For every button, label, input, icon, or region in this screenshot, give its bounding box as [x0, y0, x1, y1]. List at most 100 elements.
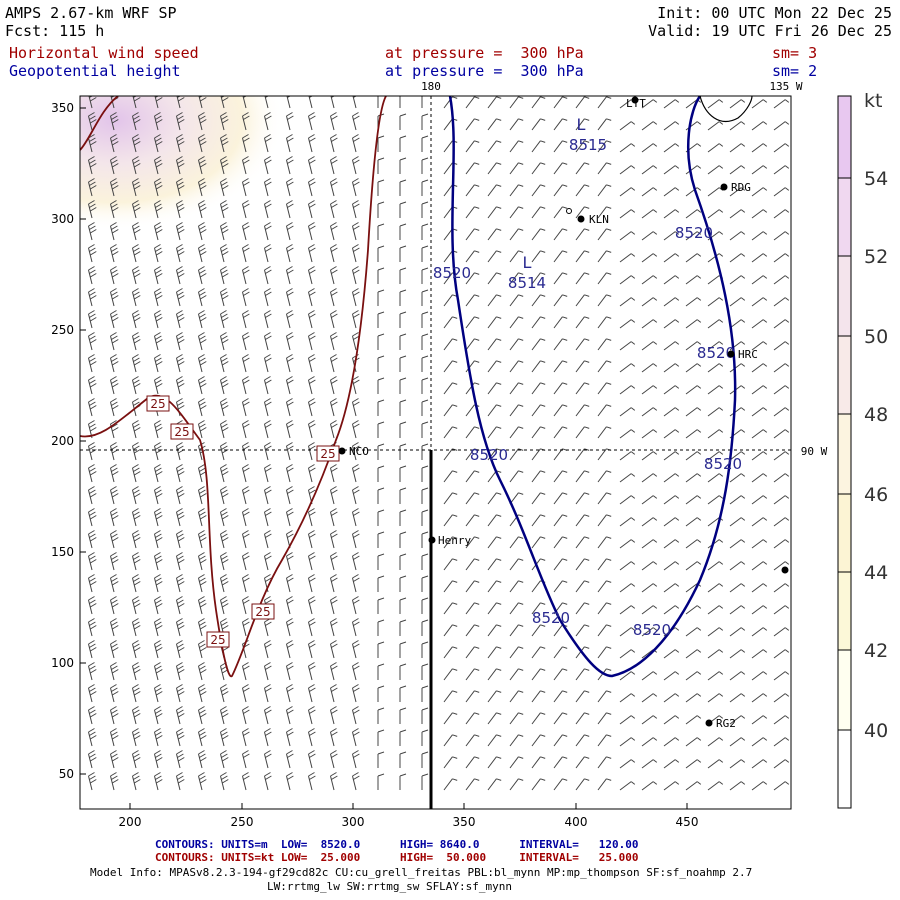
wind-barb: [553, 470, 568, 483]
wind-barb: [685, 715, 702, 725]
wind-barb: [685, 253, 702, 263]
wind-barb: [465, 184, 480, 197]
wind-barb: [110, 354, 119, 373]
wind-barb: [575, 294, 590, 307]
speed-label: 25: [320, 447, 335, 461]
wind-barb: [509, 294, 524, 307]
colorbar-label: 52: [864, 246, 888, 268]
wind-barb: [176, 222, 185, 241]
wind-barb: [685, 165, 702, 175]
wind-barb: [308, 288, 316, 307]
wind-barb: [242, 618, 250, 637]
wind-barb: [352, 684, 360, 703]
wind-barb: [619, 539, 636, 549]
height-label: 8520: [704, 455, 742, 473]
wind-barb: [176, 750, 185, 769]
wind-barb: [132, 684, 141, 703]
wind-barb: [154, 354, 163, 373]
wind-barb: [707, 627, 724, 637]
wind-barb: [88, 376, 97, 395]
wind-barb: [154, 376, 163, 395]
wind-barb: [308, 706, 316, 725]
wind-barb: [487, 404, 502, 417]
wind-barb: [421, 201, 429, 218]
wind-barb: [597, 294, 612, 307]
wind-barb: [88, 332, 97, 351]
wind-barb: [597, 668, 612, 681]
wind-barb: [352, 596, 360, 615]
wind-barb: [110, 552, 119, 571]
wind-barb: [242, 310, 250, 329]
wind-barb: [352, 398, 360, 417]
wind-barb: [509, 558, 524, 571]
wind-barb: [198, 96, 207, 109]
wind-barb: [242, 398, 250, 417]
wind-barb: [176, 618, 185, 637]
wind-barb: [773, 649, 790, 659]
wind-barb: [773, 121, 790, 131]
wind-barb: [286, 134, 294, 153]
wind-barb: [421, 707, 429, 724]
wind-barb: [286, 156, 294, 175]
wind-barb: [751, 385, 768, 395]
wind-barb: [308, 596, 316, 615]
wind-barb: [220, 574, 229, 593]
wind-barb: [685, 737, 702, 747]
wind-barb: [264, 222, 272, 241]
wind-barb: [619, 495, 636, 505]
wind-barb: [286, 508, 294, 527]
y-tick-label: 300: [51, 212, 74, 226]
wind-barb: [597, 624, 612, 637]
wind-barb: [597, 382, 612, 395]
wind-barb: [421, 575, 429, 592]
wind-barb: [751, 319, 768, 329]
wind-barb: [132, 200, 141, 219]
wind-barb: [198, 134, 207, 153]
wind-barb: [575, 712, 590, 725]
wind-barb: [399, 333, 407, 350]
wind-barb: [575, 734, 590, 747]
wind-barb: [619, 121, 636, 131]
wind-barb: [198, 156, 207, 175]
wind-barb: [685, 693, 702, 703]
wind-barb: [531, 96, 546, 109]
wind-barb: [663, 319, 680, 329]
wind-barb: [198, 530, 207, 549]
wind-barb: [729, 583, 746, 593]
wind-barb: [575, 558, 590, 571]
wind-barb: [286, 354, 294, 373]
wind-barb: [575, 250, 590, 263]
wind-barb: [531, 228, 546, 241]
wind-barb: [220, 288, 229, 307]
wind-barb: [751, 605, 768, 615]
wind-barb: [707, 165, 724, 175]
wind-barb: [242, 750, 250, 769]
wind-barb: [176, 376, 185, 395]
wind-barb: [619, 363, 636, 373]
wind-barb: [154, 530, 163, 549]
wind-barb: [176, 442, 185, 461]
wind-barb: [509, 184, 524, 197]
wind-barb: [465, 492, 480, 505]
wind-barb: [352, 618, 360, 637]
wind-barb: [751, 561, 768, 571]
wind-barb: [132, 420, 141, 439]
wind-barb: [707, 671, 724, 681]
wind-barb: [663, 429, 680, 439]
wind-barb: [88, 156, 97, 175]
wind-barb: [110, 530, 119, 549]
station-henry: Henry: [438, 534, 471, 547]
wind-barb: [553, 712, 568, 725]
wind-barb: [465, 536, 480, 549]
wind-barb: [531, 250, 546, 263]
wind-barb: [220, 508, 229, 527]
wind-barb: [597, 536, 612, 549]
wind-barb: [597, 96, 612, 109]
wind-barb: [132, 112, 141, 131]
wind-barb: [176, 552, 185, 571]
wind-barb: [509, 206, 524, 219]
wind-barb: [465, 558, 480, 571]
wind-barb: [110, 486, 119, 505]
wind-barb: [773, 451, 790, 461]
wind-barb: [421, 113, 429, 130]
